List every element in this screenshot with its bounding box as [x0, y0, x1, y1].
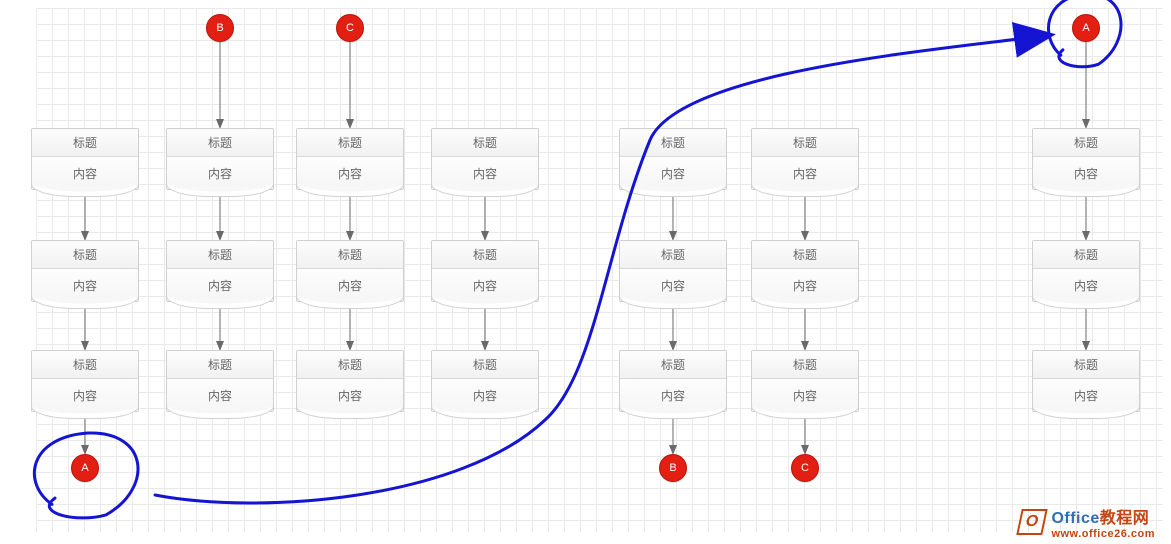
card-body: 内容 [167, 269, 273, 301]
card-body: 内容 [32, 157, 138, 189]
flow-card: 标题内容 [296, 128, 404, 190]
flow-card: 标题内容 [751, 128, 859, 190]
connector-b: B [206, 14, 234, 42]
card-title: 标题 [1033, 351, 1139, 379]
flow-card: 标题内容 [619, 128, 727, 190]
card-title: 标题 [32, 241, 138, 269]
connector-c: C [791, 454, 819, 482]
flow-card: 标题内容 [1032, 240, 1140, 302]
card-title: 标题 [752, 351, 858, 379]
card-title: 标题 [32, 129, 138, 157]
card-title: 标题 [620, 241, 726, 269]
flow-card: 标题内容 [166, 240, 274, 302]
flow-card: 标题内容 [31, 350, 139, 412]
card-body: 内容 [1033, 157, 1139, 189]
card-body: 内容 [432, 269, 538, 301]
flow-card: 标题内容 [296, 350, 404, 412]
card-title: 标题 [432, 129, 538, 157]
flow-card: 标题内容 [619, 350, 727, 412]
flow-card: 标题内容 [31, 128, 139, 190]
card-body: 内容 [297, 379, 403, 411]
flow-card: 标题内容 [751, 240, 859, 302]
flow-card: 标题内容 [166, 128, 274, 190]
flow-card: 标题内容 [431, 350, 539, 412]
card-title: 标题 [1033, 241, 1139, 269]
card-title: 标题 [752, 241, 858, 269]
connector-c: C [336, 14, 364, 42]
connector-a: A [1072, 14, 1100, 42]
card-title: 标题 [167, 351, 273, 379]
card-body: 内容 [752, 157, 858, 189]
card-body: 内容 [620, 379, 726, 411]
card-body: 内容 [752, 379, 858, 411]
card-body: 内容 [167, 157, 273, 189]
card-body: 内容 [752, 269, 858, 301]
card-body: 内容 [620, 269, 726, 301]
connector-a: A [71, 454, 99, 482]
flow-card: 标题内容 [751, 350, 859, 412]
card-title: 标题 [752, 129, 858, 157]
card-body: 内容 [297, 269, 403, 301]
flow-card: 标题内容 [31, 240, 139, 302]
flow-card: 标题内容 [166, 350, 274, 412]
diagram-canvas: BCABCA标题内容标题内容标题内容标题内容标题内容标题内容标题内容标题内容标题… [0, 0, 1171, 544]
flow-card: 标题内容 [619, 240, 727, 302]
flow-card: 标题内容 [431, 128, 539, 190]
card-title: 标题 [1033, 129, 1139, 157]
card-title: 标题 [620, 129, 726, 157]
card-title: 标题 [297, 241, 403, 269]
card-body: 内容 [432, 157, 538, 189]
card-body: 内容 [297, 157, 403, 189]
card-body: 内容 [1033, 379, 1139, 411]
card-title: 标题 [167, 129, 273, 157]
card-body: 内容 [432, 379, 538, 411]
card-body: 内容 [32, 269, 138, 301]
card-title: 标题 [432, 241, 538, 269]
flow-card: 标题内容 [1032, 128, 1140, 190]
card-title: 标题 [32, 351, 138, 379]
flow-card: 标题内容 [431, 240, 539, 302]
flow-card: 标题内容 [1032, 350, 1140, 412]
card-body: 内容 [167, 379, 273, 411]
card-title: 标题 [297, 129, 403, 157]
card-body: 内容 [1033, 269, 1139, 301]
card-title: 标题 [432, 351, 538, 379]
connector-b: B [659, 454, 687, 482]
card-title: 标题 [620, 351, 726, 379]
card-body: 内容 [620, 157, 726, 189]
card-body: 内容 [32, 379, 138, 411]
card-title: 标题 [167, 241, 273, 269]
card-title: 标题 [297, 351, 403, 379]
flow-card: 标题内容 [296, 240, 404, 302]
